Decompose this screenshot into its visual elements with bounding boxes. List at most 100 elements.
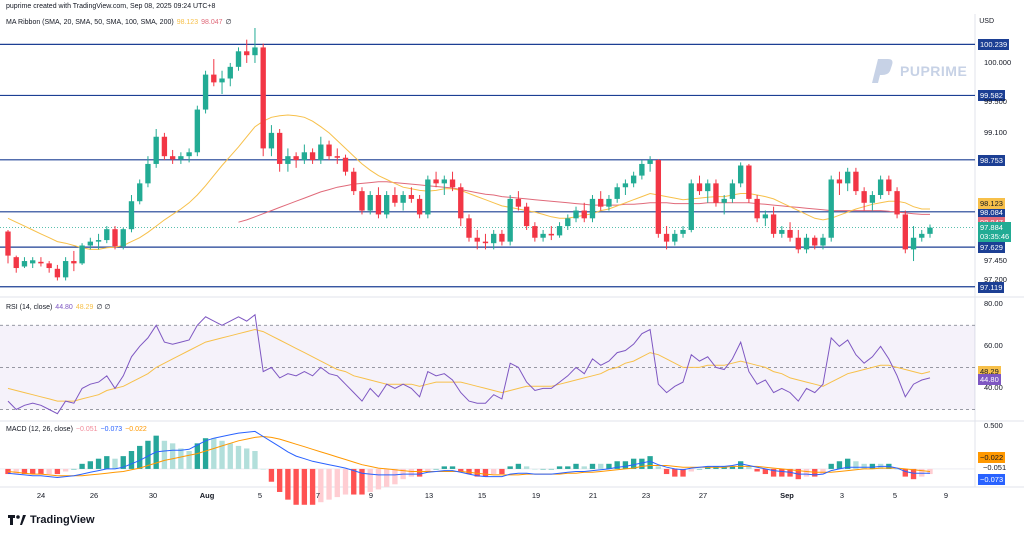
candle-body: [737, 165, 744, 184]
macd-histogram-bar: [836, 461, 843, 469]
candle-body: [507, 198, 513, 242]
macd-histogram-bar: [235, 445, 242, 469]
macd-histogram-bar: [589, 463, 596, 469]
candle-body: [235, 51, 242, 67]
candle-body: [877, 179, 884, 196]
macd-legend-signal: −0.073: [100, 426, 123, 433]
rsi-legend[interactable]: RSI (14, close) 44.80 48.29 ∅ ∅: [6, 303, 111, 311]
macd-histogram-bar: [639, 458, 645, 469]
candle-body: [260, 47, 266, 149]
macd-histogram-bar: [737, 461, 744, 469]
time-tick-label: 27: [698, 491, 708, 500]
candle-body: [573, 210, 579, 219]
macd-legend[interactable]: MACD (12, 26, close) −0.051 −0.073 −0.022: [6, 426, 147, 433]
macd-histogram-bar: [416, 468, 423, 477]
candle-body: [746, 165, 752, 199]
candle-body: [894, 191, 900, 215]
candle-body: [104, 229, 110, 241]
macd-histogram-bar: [548, 468, 554, 470]
tradingview-brand[interactable]: TradingView: [8, 514, 95, 526]
candle-body: [845, 171, 851, 184]
candle-body: [482, 241, 489, 244]
macd-histogram-bar: [655, 466, 662, 469]
candle-body: [696, 183, 703, 192]
macd-histogram-bar: [351, 468, 357, 495]
candle-body: [787, 229, 793, 238]
macd-histogram-bar: [556, 466, 563, 469]
time-tick-label: 23: [641, 491, 651, 500]
last-price-value: 97.884: [980, 222, 1003, 232]
rsi-ma-tag: 48.29: [978, 365, 1001, 377]
candle-body: [713, 183, 719, 203]
candle-body: [598, 198, 604, 207]
candle-body: [680, 229, 686, 234]
candle-body: [795, 237, 801, 250]
candle-body: [268, 132, 275, 149]
level-price-tag: 97.629: [978, 242, 1005, 254]
candle-body: [581, 210, 587, 219]
sma20-line: [7, 114, 930, 250]
time-tick-label: 24: [36, 491, 46, 500]
candle-body: [655, 160, 662, 234]
candle-body: [861, 191, 867, 203]
candle-body: [458, 187, 464, 219]
candle-body: [836, 179, 843, 184]
macd-histogram-bar: [770, 468, 777, 477]
macd-histogram-bar: [630, 458, 637, 469]
macd-histogram-bar: [293, 468, 299, 505]
candle-body: [38, 261, 44, 264]
candle-body: [30, 260, 36, 264]
macd-histogram-bar: [21, 468, 28, 475]
macd-histogram-bar: [762, 468, 769, 475]
macd-histogram-bar: [71, 468, 77, 470]
candle-body: [425, 179, 431, 215]
time-tick-label: Sep: [780, 491, 794, 500]
macd-histogram-bar: [384, 468, 390, 487]
tradingview-logo-icon: [8, 515, 26, 525]
time-tick-label: 21: [588, 491, 598, 500]
candle-body: [672, 233, 678, 242]
rsi-line: [7, 313, 931, 415]
rsi-ma-line: [7, 328, 931, 402]
macd-histogram-bar: [820, 468, 826, 475]
candle-body: [927, 227, 933, 234]
macd-histogram-bar: [260, 468, 266, 470]
candle-body: [902, 214, 908, 250]
time-tick-label: 26: [89, 491, 99, 500]
candle-body: [499, 233, 505, 242]
candle-body: [227, 66, 233, 79]
candle-body: [326, 144, 332, 157]
macd-histogram-bar: [425, 468, 431, 472]
candle-body: [178, 156, 184, 160]
level-price-tag: 98.753: [978, 154, 1005, 166]
macd-histogram-bar: [449, 466, 456, 469]
candle-body: [128, 201, 135, 230]
macd-histogram-bar: [309, 468, 316, 505]
macd-histogram-bar: [491, 468, 497, 475]
macd-histogram-bar: [186, 451, 192, 469]
macd-histogram-bar: [219, 440, 225, 469]
macd-histogram-bar: [227, 443, 233, 469]
price-tick-label: 100.000: [984, 57, 1012, 67]
candle-body: [466, 218, 472, 238]
candle-body: [663, 233, 670, 242]
macd-histogram-bar: [342, 468, 349, 495]
macd-label: MACD (12, 26, close): [6, 426, 73, 433]
ma-ribbon-legend[interactable]: MA Ribbon (SMA, 20, SMA, 50, SMA, 100, S…: [6, 18, 232, 26]
candle-body: [219, 78, 225, 83]
price-tick-label: 97.200: [984, 275, 1007, 285]
macd-histogram-bar: [46, 468, 52, 475]
candle-body: [556, 226, 563, 236]
macd-histogram-bar: [499, 468, 505, 475]
macd-histogram-bar: [754, 468, 760, 472]
macd-histogram-bar: [367, 468, 373, 492]
macd-histogram-bar: [137, 445, 143, 469]
ma-ribbon-value-3: ∅: [225, 19, 232, 26]
macd-histogram-bar: [910, 468, 917, 480]
macd-legend-value: −0.051: [75, 426, 98, 433]
rsi-value-tag: 44.80: [978, 374, 1001, 386]
ma-ribbon-value-1: 98.123: [176, 19, 199, 26]
candle-body: [318, 144, 324, 161]
macd-histogram-bar: [696, 468, 703, 470]
